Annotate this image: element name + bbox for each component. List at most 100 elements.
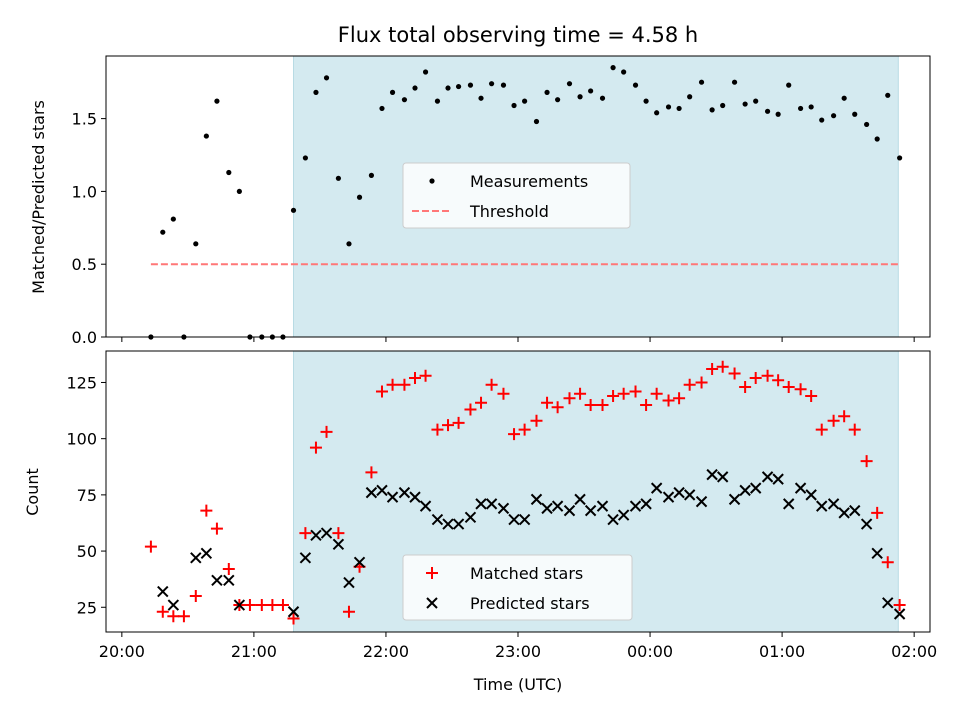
top-point-measurements [864, 121, 870, 128]
top-point-measurements [401, 97, 408, 103]
bottom-point-matched-stars [805, 389, 818, 402]
bottom-point-matched-stars [584, 398, 597, 411]
legend-predicted-label: Predicted stars [470, 594, 590, 613]
top-point-measurements [368, 172, 375, 178]
bottom-point-matched-stars [848, 423, 861, 436]
bottom-point-predicted-stars [376, 484, 388, 497]
bottom-point-predicted-stars [607, 513, 619, 526]
bottom-point-predicted-stars [617, 509, 630, 521]
top-point-measurements [379, 105, 385, 112]
bottom-point-matched-stars [761, 369, 774, 382]
bottom-point-matched-stars [398, 378, 411, 391]
bottom-point-predicted-stars [882, 597, 894, 609]
bottom-ytick-label: 75 [77, 486, 97, 505]
bottom-point-predicted-stars [683, 489, 696, 501]
bottom-point-predicted-stars [761, 471, 774, 483]
bottom-point-matched-stars [375, 385, 388, 398]
bottom-point-matched-stars [255, 599, 268, 612]
bottom-point-matched-stars [386, 378, 399, 391]
bottom-point-matched-stars [629, 385, 642, 398]
bottom-point-matched-stars [716, 360, 729, 373]
bottom-point-matched-stars [167, 610, 180, 623]
top-point-measurements [885, 92, 891, 98]
top-point-measurements [731, 79, 738, 85]
bottom-ytick-label: 100 [66, 430, 97, 449]
top-point-measurements [555, 97, 561, 103]
bottom-point-matched-stars [156, 605, 169, 618]
x-axis-label: Time (UTC) [473, 675, 562, 694]
bottom-point-matched-stars [144, 540, 157, 553]
top-point-measurements [302, 155, 308, 161]
bottom-point-predicted-stars [386, 491, 399, 503]
bottom-y-axis-label: Count [23, 468, 42, 516]
bottom-point-predicted-stars [716, 471, 729, 483]
top-point-measurements [170, 216, 176, 222]
top-point-measurements [720, 102, 726, 109]
bottom-point-matched-stars [541, 396, 554, 409]
bottom-point-predicted-stars [650, 482, 663, 494]
bottom-point-predicted-stars [782, 498, 795, 510]
top-point-measurements [290, 207, 297, 213]
top-point-measurements [412, 85, 418, 91]
legend-threshold-label: Threshold [469, 202, 549, 221]
top-point-measurements [313, 89, 319, 95]
bottom-point-predicted-stars [299, 552, 312, 564]
bottom-point-predicted-stars [816, 500, 828, 512]
bottom-point-matched-stars [309, 441, 322, 454]
top-point-measurements [488, 81, 495, 87]
bottom-point-predicted-stars [827, 498, 840, 510]
bottom-point-predicted-stars [332, 538, 345, 551]
top-point-measurements [797, 105, 804, 112]
top-point-measurements [610, 65, 616, 71]
top-point-measurements [214, 98, 220, 104]
bottom-point-matched-stars [222, 563, 235, 576]
bottom-point-matched-stars [497, 387, 510, 400]
bottom-point-matched-stars [617, 387, 630, 400]
bottom-point-predicted-stars [574, 493, 586, 506]
bottom-point-matched-stars [695, 376, 708, 389]
top-legend-box [402, 162, 631, 229]
bottom-point-predicted-stars [551, 500, 564, 512]
bottom-point-predicted-stars [695, 495, 708, 508]
bottom-point-predicted-stars [849, 504, 861, 517]
bottom-point-predicted-stars [485, 498, 498, 510]
top-point-measurements [753, 98, 759, 104]
top-point-measurements [852, 111, 858, 117]
bottom-point-matched-stars [563, 392, 576, 405]
bottom-xtick-label: 23:00 [495, 642, 541, 661]
top-point-measurements [422, 69, 429, 75]
legend-predicted-marker [426, 597, 438, 609]
bottom-point-predicted-stars [728, 493, 741, 506]
bottom-point-matched-stars [210, 522, 223, 535]
top-point-measurements [455, 83, 462, 90]
legend-measurements-marker [429, 178, 435, 184]
bottom-point-matched-stars [607, 389, 620, 402]
bottom-point-predicted-stars [157, 585, 169, 598]
top-point-measurements [709, 107, 715, 113]
bottom-point-matched-stars [838, 410, 851, 423]
bottom-point-matched-stars [365, 466, 378, 479]
top-point-measurements [819, 117, 825, 123]
bottom-point-matched-stars [640, 398, 653, 411]
top-point-measurements [643, 98, 649, 104]
bottom-point-matched-stars [827, 414, 840, 427]
bottom-point-predicted-stars [518, 513, 531, 526]
bottom-point-predicted-stars [541, 502, 553, 515]
bottom-point-matched-stars [485, 378, 498, 391]
top-legend: Measurements Threshold [402, 162, 631, 229]
bottom-point-matched-stars [276, 599, 289, 612]
bottom-xtick-label: 22:00 [363, 642, 409, 661]
bottom-point-matched-stars [551, 401, 564, 414]
top-point-measurements [742, 101, 748, 107]
bottom-point-predicted-stars [640, 498, 652, 510]
bottom-point-predicted-stars [365, 486, 378, 499]
bottom-point-matched-stars [243, 599, 256, 612]
bottom-point-matched-stars [683, 378, 696, 391]
bottom-point-matched-stars [464, 403, 477, 416]
bottom-point-predicted-stars [860, 518, 873, 530]
bottom-point-predicted-stars [431, 513, 444, 526]
bottom-point-matched-stars [860, 455, 873, 468]
top-panel: 0.0 0.5 1.0 1.5 Matched/Predicted stars Mea… [29, 55, 931, 347]
top-point-measurements [522, 98, 528, 104]
bottom-point-matched-stars [749, 371, 762, 384]
